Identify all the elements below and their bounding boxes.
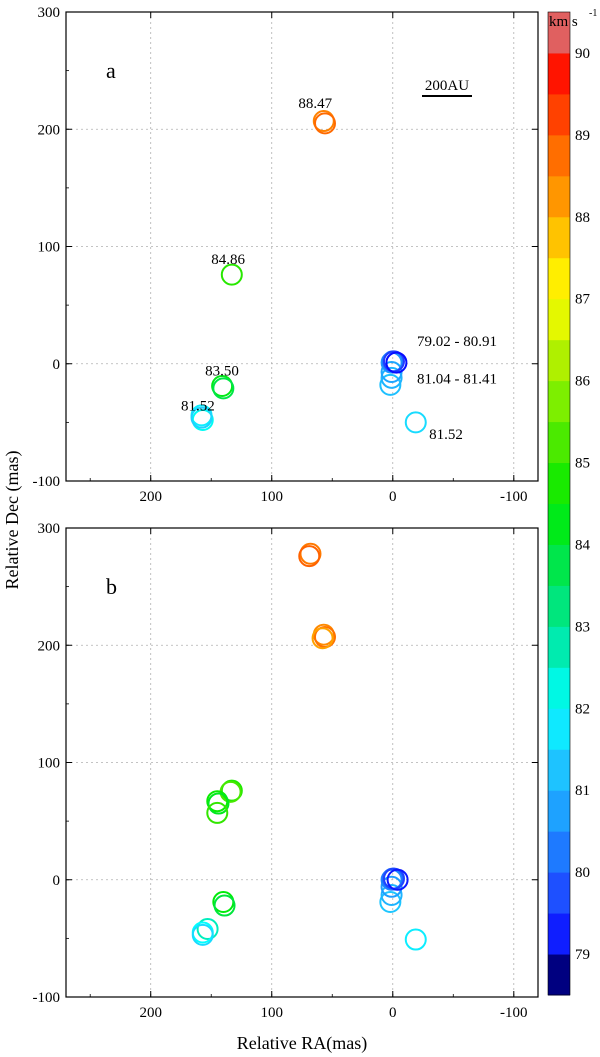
- colorbar-tick-label: 84: [575, 537, 591, 553]
- y-tick-label: -100: [33, 990, 61, 1006]
- y-tick-label: 0: [53, 873, 61, 889]
- x-tick-label: 100: [260, 489, 283, 505]
- maser-spot: [311, 627, 334, 650]
- y-tick-label: -100: [33, 474, 61, 490]
- colorbar-tick-label: 79: [575, 947, 590, 963]
- colorbar-segment: [548, 626, 570, 668]
- colorbar-tick-label: 90: [575, 46, 590, 62]
- colorbar-segment: [548, 134, 570, 177]
- maser-spot: [213, 894, 236, 917]
- velocity-annotation: 83.50: [205, 363, 239, 379]
- x-tick-label: -100: [500, 1005, 528, 1021]
- x-tick-label: 0: [389, 1005, 397, 1021]
- maser-spot: [220, 263, 243, 286]
- colorbar-tick-label: 87: [575, 292, 591, 308]
- colorbar-segment: [548, 954, 570, 996]
- panel-label: b: [106, 574, 117, 599]
- maser-spot: [380, 366, 403, 389]
- colorbar-segment: [548, 585, 570, 627]
- colorbar-segment: [548, 544, 570, 586]
- panel-a: 200 100 0 -100 -100 0 100 200 300 a 200AU 88.47 84.8…: [33, 5, 539, 505]
- colorbar-segment: [548, 913, 570, 955]
- maser-spot: [207, 792, 230, 815]
- velocity-annotation: 88.47: [298, 96, 332, 112]
- colorbar-segment: [548, 93, 570, 136]
- colorbar-segment: [548, 298, 570, 341]
- colorbar-segment: [548, 503, 570, 545]
- colorbar-tick-label: 85: [575, 456, 590, 472]
- scale-bar-label: 200AU: [425, 78, 469, 94]
- maser-spot: [298, 545, 321, 568]
- maser-spot: [380, 883, 403, 906]
- y-tick-label: 200: [38, 638, 61, 654]
- velocity-annotation: 81.04 - 81.41: [417, 372, 497, 388]
- colorbar-segment: [548, 667, 570, 709]
- maser-spot: [380, 875, 403, 898]
- colorbar-tick-label: 82: [575, 701, 590, 717]
- y-tick-label: 200: [38, 122, 61, 138]
- maser-spot: [219, 780, 242, 803]
- x-tick-label: 200: [139, 489, 162, 505]
- velocity-annotation: 81.52: [181, 399, 215, 415]
- colorbar-tick-label: 80: [575, 865, 590, 881]
- colorbar-tick-label: 88: [575, 210, 590, 226]
- maser-spot: [404, 411, 427, 434]
- maser-spot: [212, 377, 235, 400]
- x-tick-label: -100: [500, 489, 528, 505]
- colorbar-tick-label: 83: [575, 619, 590, 635]
- maser-spot: [313, 112, 336, 135]
- colorbar-tick-label: 81: [575, 783, 590, 799]
- y-tick-label: 300: [38, 521, 61, 537]
- colorbar-segment: [548, 339, 570, 382]
- colorbar-unit-exponent: -1: [589, 8, 597, 19]
- colorbar-segment: [548, 175, 570, 218]
- x-tick-label: 200: [139, 1005, 162, 1021]
- x-tick-label: 100: [260, 1005, 283, 1021]
- y-axis-label: Relative Dec (mas): [2, 451, 23, 590]
- y-tick-label: 100: [38, 240, 61, 256]
- y-tick-label: 0: [53, 357, 61, 373]
- colorbar-segment: [548, 872, 570, 914]
- colorbar-segment: [548, 708, 570, 750]
- panel-b: 200 100 0 -100 -100 0 100 200 300 b Relative RA(ma…: [33, 521, 539, 1054]
- panel-label: a: [106, 58, 116, 83]
- x-tick-label: 0: [389, 489, 397, 505]
- colorbar-segment: [548, 257, 570, 300]
- colorbar-tick-label: 89: [575, 128, 590, 144]
- colorbar-segment: [548, 380, 570, 423]
- colorbar-segment: [548, 421, 570, 464]
- velocity-annotation: 79.02 - 80.91: [417, 334, 497, 350]
- maser-spot: [379, 891, 402, 914]
- colorbar: 79 80 81 82 83 84 85 86 87 88 89 90 km s -1: [547, 8, 597, 996]
- colorbar-segment: [548, 790, 570, 832]
- maser-spot: [404, 928, 427, 951]
- maser-spot: [206, 801, 229, 824]
- maser-spot: [385, 351, 408, 374]
- maser-spot: [196, 917, 219, 940]
- colorbar-tick-label: 86: [575, 374, 591, 390]
- colorbar-segment: [548, 462, 570, 504]
- velocity-annotation: 81.52: [429, 427, 463, 443]
- colorbar-segment: [548, 216, 570, 259]
- colorbar-segment: [548, 831, 570, 873]
- velocity-annotation: 84.86: [211, 252, 245, 268]
- maser-spot: [386, 868, 409, 891]
- maser-spot: [220, 779, 243, 802]
- maser-spot: [191, 923, 214, 946]
- colorbar-segment: [548, 749, 570, 791]
- colorbar-unit-label: km s: [549, 14, 578, 30]
- colorbar-frame: [547, 11, 571, 996]
- x-axis-label: Relative RA(mas): [237, 1033, 367, 1054]
- colorbar-segment: [548, 12, 570, 54]
- y-tick-label: 100: [38, 756, 61, 772]
- maser-spot: [379, 373, 402, 396]
- maser-spot: [190, 406, 213, 429]
- colorbar-segment: [548, 52, 570, 95]
- y-tick-label: 300: [38, 5, 61, 21]
